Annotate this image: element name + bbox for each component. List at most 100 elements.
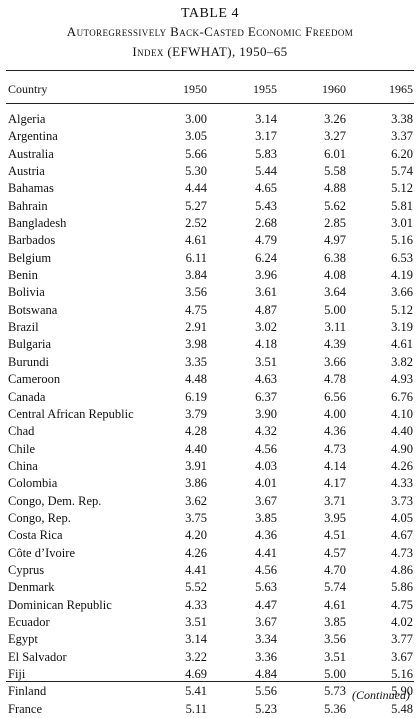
cell-1960: 6.56 <box>324 389 346 404</box>
cell-1950: 4.20 <box>185 528 207 543</box>
cell-country: Côte d’Ivoire <box>8 545 75 560</box>
table-row: Bulgaria 3.98 4.18 4.39 4.61 <box>0 336 420 353</box>
table-row: Bahrain 5.27 5.43 5.62 5.81 <box>0 198 420 215</box>
cell-1965: 3.38 <box>391 112 413 126</box>
cell-1965: 3.19 <box>391 320 413 335</box>
cell-1965: 4.26 <box>391 458 413 473</box>
cell-country: Canada <box>8 389 46 404</box>
table-row: Belgium 6.11 6.24 6.38 6.53 <box>0 250 420 267</box>
cell-1950: 5.11 <box>185 701 207 716</box>
table-header-row: Country 1950 1955 1960 1965 <box>0 82 420 98</box>
cell-1950: 4.61 <box>185 233 207 248</box>
table-row: Costa Rica 4.20 4.36 4.51 4.67 <box>0 527 420 544</box>
cell-1965: 5.16 <box>391 233 413 248</box>
cell-1960: 4.08 <box>324 268 346 283</box>
table-row: Canada 6.19 6.37 6.56 6.76 <box>0 389 420 406</box>
table-row: Chad 4.28 4.32 4.36 4.40 <box>0 423 420 440</box>
cell-1955: 5.43 <box>255 198 277 213</box>
cell-1965: 5.86 <box>391 580 413 595</box>
cell-1965: 4.93 <box>391 372 413 387</box>
table-row: France 5.11 5.23 5.36 5.48 <box>0 701 420 718</box>
cell-1955: 4.65 <box>255 181 277 196</box>
cell-1955: 4.32 <box>255 424 277 439</box>
cell-1955: 3.36 <box>255 649 277 664</box>
cell-1950: 3.56 <box>185 285 207 300</box>
cell-1965: 3.66 <box>391 285 413 300</box>
cell-1955: 4.56 <box>255 441 277 456</box>
cell-1960: 3.71 <box>324 493 346 508</box>
cell-1950: 5.41 <box>185 684 207 699</box>
cell-1950: 3.79 <box>185 406 207 421</box>
table-title-line-1: Autoregressively Back-Casted Economic Fr… <box>66 24 354 39</box>
cell-1950: 6.11 <box>185 250 207 265</box>
header-1960: 1960 <box>322 82 346 96</box>
table-row: Colombia 3.86 4.01 4.17 4.33 <box>0 475 420 492</box>
cell-1960: 5.00 <box>324 667 346 681</box>
cell-1965: 4.02 <box>391 614 413 629</box>
cell-1960: 3.27 <box>324 129 346 144</box>
cell-1950: 4.69 <box>185 667 207 681</box>
table-row: Bangladesh 2.52 2.68 2.85 3.01 <box>0 215 420 232</box>
table-number: TABLE 4 <box>181 6 239 21</box>
cell-1950: 4.75 <box>185 302 207 317</box>
cell-country: Cyprus <box>8 562 45 577</box>
cell-1965: 6.53 <box>391 250 413 265</box>
cell-1965: 6.76 <box>391 389 413 404</box>
cell-1950: 5.66 <box>185 146 207 161</box>
cell-1950: 6.19 <box>185 389 207 404</box>
cell-1955: 4.03 <box>255 458 277 473</box>
cell-1965: 4.05 <box>391 510 413 525</box>
cell-1950: 5.52 <box>185 580 207 595</box>
cell-1950: 3.00 <box>185 112 207 126</box>
cell-1960: 3.26 <box>324 112 346 126</box>
cell-1950: 4.48 <box>185 372 207 387</box>
table-row: Australia 5.66 5.83 6.01 6.20 <box>0 146 420 163</box>
cell-1960: 3.51 <box>324 649 346 664</box>
cell-1955: 3.17 <box>255 129 277 144</box>
table-row: Algeria 3.00 3.14 3.26 3.38 <box>0 111 420 128</box>
cell-1955: 5.83 <box>255 146 277 161</box>
cell-1950: 3.62 <box>185 493 207 508</box>
cell-1955: 3.67 <box>255 493 277 508</box>
table-row: Denmark 5.52 5.63 5.74 5.86 <box>0 579 420 596</box>
cell-1960: 5.00 <box>324 302 346 317</box>
table-row: China 3.91 4.03 4.14 4.26 <box>0 458 420 475</box>
table-row: Botswana 4.75 4.87 5.00 5.12 <box>0 302 420 319</box>
cell-country: Botswana <box>8 302 58 317</box>
cell-1965: 4.10 <box>391 406 413 421</box>
cell-1950: 3.14 <box>185 632 207 647</box>
cell-country: Fiji <box>8 667 26 681</box>
cell-1965: 5.90 <box>391 684 413 699</box>
cell-1950: 3.98 <box>185 337 207 352</box>
table-row: Benin 3.84 3.96 4.08 4.19 <box>0 267 420 284</box>
table-row: Congo, Dem. Rep. 3.62 3.67 3.71 3.73 <box>0 493 420 510</box>
table-row: Egypt 3.14 3.34 3.56 3.77 <box>0 631 420 648</box>
cell-country: Benin <box>8 268 38 283</box>
table-row: Argentina 3.05 3.17 3.27 3.37 <box>0 128 420 145</box>
table-row: Central African Republic 3.79 3.90 4.00 4.10 <box>0 406 420 423</box>
cell-1955: 4.63 <box>255 372 277 387</box>
cell-country: Ecuador <box>8 614 50 629</box>
cell-1965: 4.90 <box>391 441 413 456</box>
table-row: Burundi 3.35 3.51 3.66 3.82 <box>0 354 420 371</box>
cell-country: Algeria <box>8 112 46 126</box>
table-row: Dominican Republic 4.33 4.47 4.61 4.75 <box>0 597 420 614</box>
cell-1960: 3.95 <box>324 510 346 525</box>
cell-country: France <box>8 701 43 716</box>
cell-1950: 2.52 <box>185 216 207 231</box>
cell-1960: 5.73 <box>324 684 346 699</box>
cell-1950: 5.30 <box>185 164 207 179</box>
cell-1960: 4.97 <box>324 233 346 248</box>
cell-1955: 3.67 <box>255 614 277 629</box>
cell-1950: 3.35 <box>185 354 207 369</box>
cell-1950: 4.26 <box>185 545 207 560</box>
cell-1960: 5.36 <box>324 701 346 716</box>
header-country: Country <box>8 82 48 96</box>
cell-country: El Salvador <box>8 649 67 664</box>
cell-1955: 6.24 <box>255 250 277 265</box>
cell-1955: 4.41 <box>255 545 277 560</box>
cell-1965: 5.16 <box>391 667 413 681</box>
cell-1965: 3.67 <box>391 649 413 664</box>
cell-1950: 2.91 <box>185 320 207 335</box>
cell-1950: 3.51 <box>185 614 207 629</box>
